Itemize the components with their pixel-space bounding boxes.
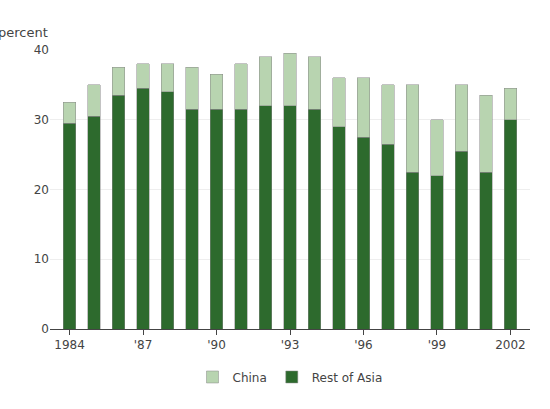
svg-text:40: 40 — [34, 43, 49, 57]
svg-text:'93: '93 — [281, 338, 300, 352]
svg-text:'99: '99 — [428, 338, 447, 352]
svg-text:0: 0 — [41, 322, 49, 336]
svg-text:'90: '90 — [207, 338, 226, 352]
svg-text:China: China — [233, 371, 267, 385]
svg-text:30: 30 — [34, 113, 49, 127]
svg-text:1984: 1984 — [54, 338, 85, 352]
svg-text:'87: '87 — [134, 338, 153, 352]
svg-text:'96: '96 — [354, 338, 373, 352]
svg-text:percent: percent — [0, 25, 48, 40]
svg-text:2002: 2002 — [495, 338, 526, 352]
svg-text:20: 20 — [34, 183, 49, 197]
svg-text:10: 10 — [34, 252, 49, 266]
svg-text:Rest of Asia: Rest of Asia — [312, 371, 382, 385]
